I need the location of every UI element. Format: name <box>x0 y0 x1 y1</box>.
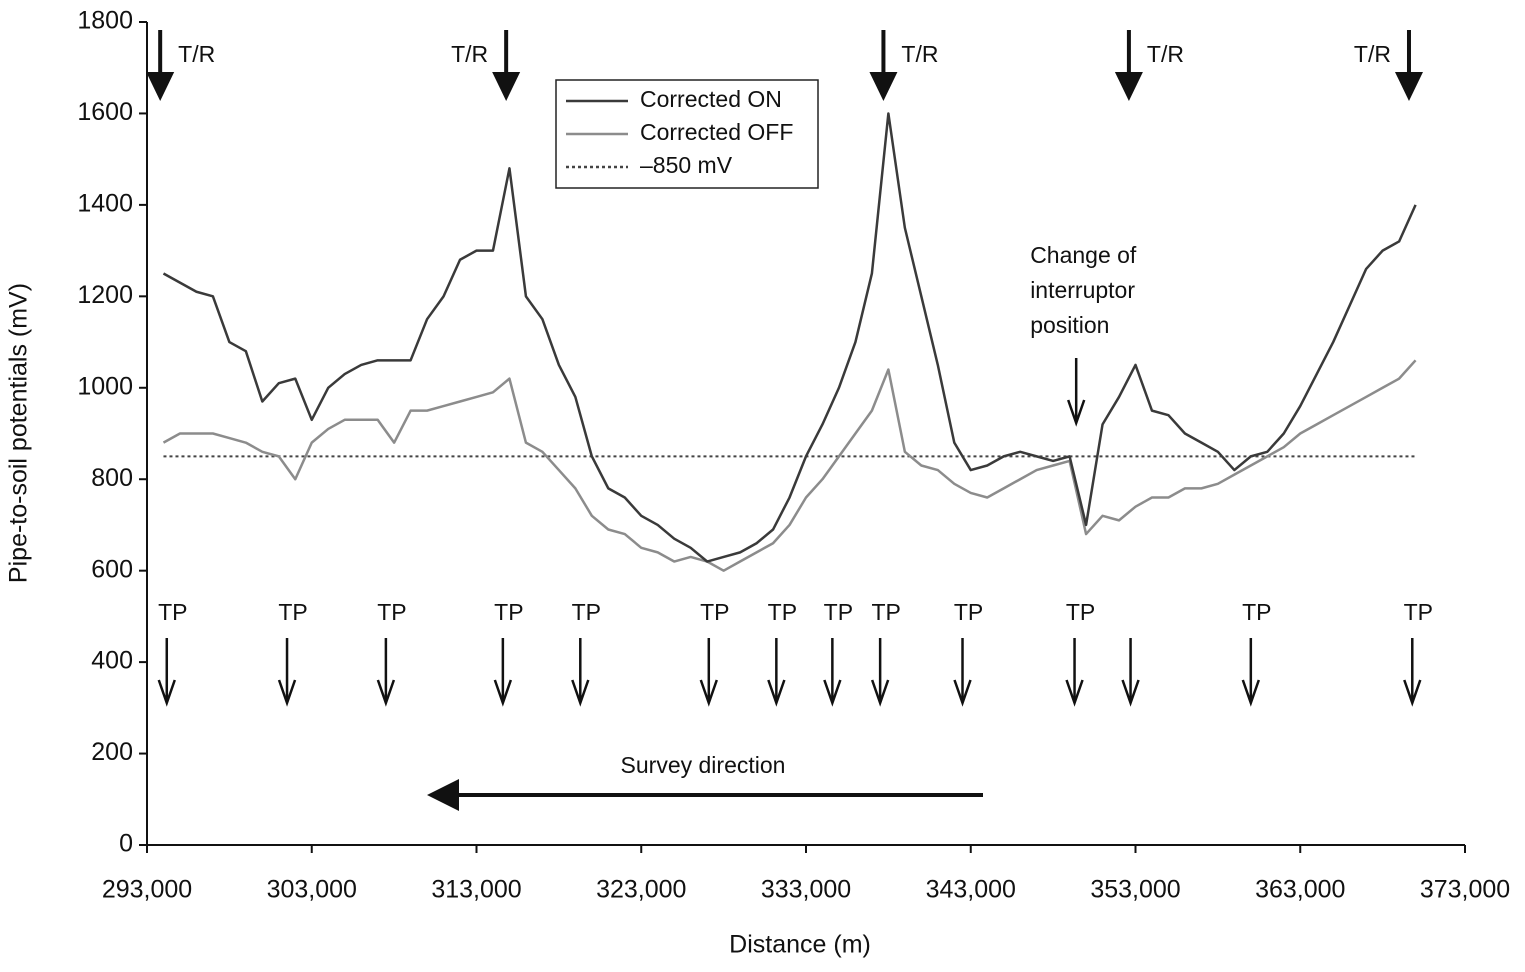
tp-arrow-head <box>1241 679 1261 707</box>
x-tick-label: 303,000 <box>267 876 357 904</box>
tp-label: TP <box>871 599 900 625</box>
tp-label: TP <box>700 599 729 625</box>
y-tick-label: 800 <box>91 464 133 492</box>
tp-arrow-head <box>1403 679 1422 707</box>
tr-arrow-head <box>492 72 521 101</box>
tp-label: TP <box>1066 599 1095 625</box>
tr-label: T/R <box>901 41 938 67</box>
tp-arrow-head <box>823 679 842 707</box>
tp-label: TP <box>954 599 983 625</box>
tp-arrow-head <box>277 679 297 707</box>
tr-label: T/R <box>451 41 488 67</box>
y-tick-label: 1200 <box>77 281 133 309</box>
y-axis-label: Pipe-to-soil potentials (mV) <box>5 283 33 583</box>
y-tick-label: 1800 <box>77 7 133 35</box>
annotation-text: interruptor <box>1030 277 1135 303</box>
tr-arrow-head <box>869 72 898 101</box>
tp-label: TP <box>572 599 601 625</box>
x-tick-label: 313,000 <box>431 876 521 904</box>
legend-label: Corrected OFF <box>640 119 793 145</box>
y-tick-label: 0 <box>119 830 133 858</box>
tp-label: TP <box>158 599 187 625</box>
survey-direction-label: Survey direction <box>621 752 786 778</box>
tp-label: TP <box>377 599 406 625</box>
tp-arrow-head <box>571 679 590 707</box>
x-axis-label: Distance (m) <box>729 931 871 959</box>
y-tick-label: 600 <box>91 555 133 583</box>
data-line <box>162 112 1417 563</box>
tp-label: TP <box>494 599 523 625</box>
tr-arrow-head <box>1394 72 1423 101</box>
x-tick-label: 293,000 <box>102 876 192 904</box>
tr-arrow-head <box>146 72 175 101</box>
tp-arrow-head <box>767 679 786 707</box>
tr-arrow-head <box>1114 72 1143 101</box>
tp-label: TP <box>768 599 797 625</box>
tr-label: T/R <box>1354 41 1391 67</box>
y-tick-label: 1600 <box>77 98 133 126</box>
tr-label: T/R <box>178 41 215 67</box>
tp-label: TP <box>1404 599 1433 625</box>
x-tick-label: 343,000 <box>926 876 1016 904</box>
tp-label: TP <box>278 599 307 625</box>
legend-label: –850 mV <box>640 152 733 178</box>
x-tick-label: 353,000 <box>1090 876 1180 904</box>
annotation-arrow-head <box>1067 399 1086 427</box>
y-tick-label: 200 <box>91 738 133 766</box>
tp-arrow-head <box>1121 679 1140 707</box>
x-tick-label: 333,000 <box>761 876 851 904</box>
annotation-text: Change of <box>1030 242 1137 268</box>
tp-arrow-head <box>953 679 972 707</box>
survey-arrow-head <box>427 779 459 811</box>
tp-arrow-head <box>493 679 513 707</box>
x-tick-label: 363,000 <box>1255 876 1345 904</box>
tp-arrow-head <box>1065 679 1084 707</box>
y-tick-label: 1000 <box>77 372 133 400</box>
tp-label: TP <box>824 599 853 625</box>
annotation-text: position <box>1030 312 1109 338</box>
x-tick-label: 373,000 <box>1420 876 1510 904</box>
tp-arrow-head <box>376 679 396 707</box>
tp-arrow-head <box>699 679 718 707</box>
y-tick-label: 1400 <box>77 189 133 217</box>
tp-arrow-head <box>157 679 176 707</box>
x-tick-label: 323,000 <box>596 876 686 904</box>
tp-arrow-head <box>870 679 890 707</box>
data-line <box>162 359 1417 572</box>
legend-label: Corrected ON <box>640 86 782 112</box>
tp-label: TP <box>1242 599 1271 625</box>
tr-label: T/R <box>1147 41 1184 67</box>
y-tick-label: 400 <box>91 647 133 675</box>
